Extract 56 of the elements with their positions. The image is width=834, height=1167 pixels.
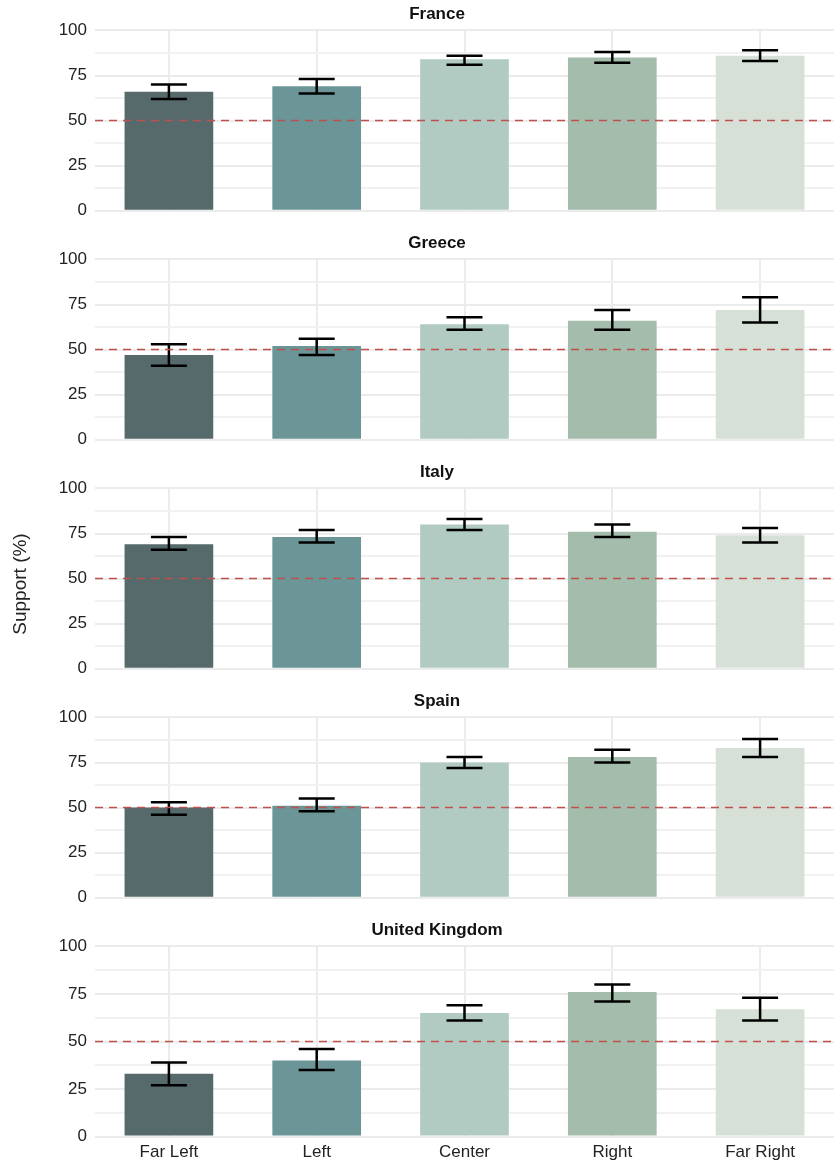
y-tick-label: 75: [68, 983, 87, 1003]
chart-title: Italy: [419, 461, 455, 481]
y-tick-label: 75: [68, 65, 87, 85]
bar: [567, 992, 657, 1136]
chart-title: Greece: [408, 232, 466, 252]
y-tick-label: 0: [77, 887, 87, 907]
x-tick-label: Left: [302, 1142, 332, 1162]
bar: [715, 1009, 805, 1136]
y-tick-label: 75: [68, 752, 87, 772]
y-tick-label: 50: [68, 1031, 87, 1051]
y-tick-label: 50: [68, 339, 87, 359]
y-tick-label: 50: [68, 568, 87, 588]
bar: [420, 59, 509, 210]
bar: [715, 748, 805, 897]
x-tick-label: Right: [592, 1142, 633, 1162]
bar: [124, 1073, 214, 1136]
y-tick-label: 75: [68, 294, 87, 314]
bar: [420, 1012, 509, 1136]
y-tick-label: 25: [68, 384, 87, 404]
bar: [272, 805, 362, 897]
y-tick-label: 75: [68, 523, 87, 543]
y-tick-label: 100: [58, 936, 87, 956]
y-tick-label: 25: [68, 613, 87, 633]
bar: [567, 57, 657, 210]
y-axis-title: Support (%): [9, 533, 31, 635]
bar: [124, 91, 214, 210]
y-tick-label: 100: [58, 707, 87, 727]
bar: [420, 762, 509, 897]
x-tick-label: Center: [438, 1142, 491, 1162]
chart-title: Spain: [413, 690, 461, 710]
bar: [567, 320, 657, 439]
y-tick-label: 0: [77, 200, 87, 220]
bar: [272, 345, 362, 439]
chart-title: France: [409, 3, 465, 23]
y-tick-label: 0: [77, 429, 87, 449]
x-tick-label: Far Left: [139, 1142, 199, 1162]
bar: [272, 1060, 362, 1136]
y-tick-label: 25: [68, 842, 87, 862]
y-tick-label: 100: [58, 478, 87, 498]
y-tick-label: 100: [58, 249, 87, 269]
x-tick-label: Far Right: [725, 1142, 796, 1162]
y-tick-label: 50: [68, 797, 87, 817]
y-tick-label: 25: [68, 1078, 87, 1098]
y-tick-label: 0: [77, 658, 87, 678]
bar: [567, 757, 657, 897]
bar: [420, 324, 509, 439]
bar: [272, 86, 362, 210]
y-tick-label: 25: [68, 155, 87, 175]
chart-title: United Kingdom: [371, 919, 503, 939]
bar: [124, 807, 214, 897]
y-tick-label: 0: [77, 1126, 87, 1146]
bar: [715, 309, 805, 439]
y-tick-label: 100: [58, 20, 87, 40]
bar: [124, 355, 214, 439]
y-tick-label: 50: [68, 110, 87, 130]
bar: [715, 55, 805, 210]
